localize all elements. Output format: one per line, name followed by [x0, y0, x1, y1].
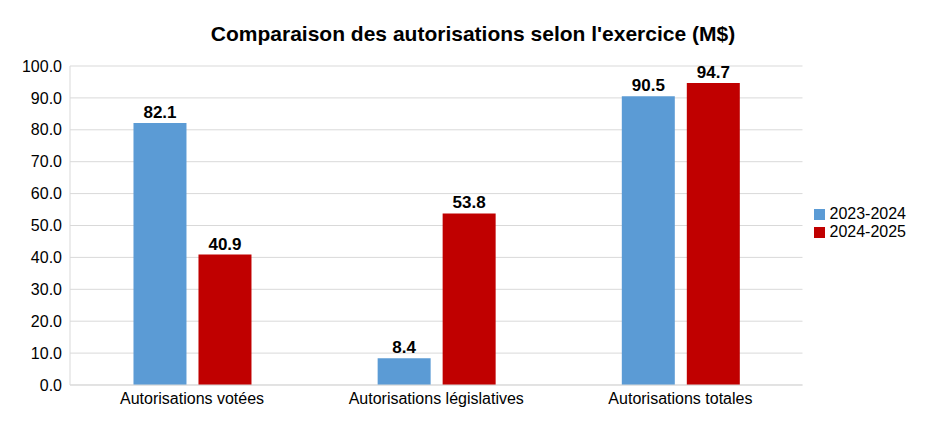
svg-text:90.0: 90.0	[31, 90, 62, 107]
html-text:2023-2024: 2023-2024	[829, 204, 906, 222]
svg-text:80.0: 80.0	[31, 121, 62, 138]
svg-text:70.0: 70.0	[31, 153, 62, 170]
svg-text:Autorisations totales: Autorisations totales	[608, 390, 752, 407]
svg-text:10.0: 10.0	[31, 345, 62, 362]
svg-text:50.0: 50.0	[31, 217, 62, 234]
svg-text:8.4: 8.4	[392, 338, 416, 357]
svg-text:94.7: 94.7	[697, 63, 730, 82]
svg-text:90.5: 90.5	[632, 76, 665, 95]
html-text:2024-2025: 2024-2025	[829, 222, 906, 240]
svg-text:0.0: 0.0	[40, 377, 62, 394]
svg-text:40.0: 40.0	[31, 249, 62, 266]
html-text:Comparaison des autorisations: Comparaison des autorisations selon l'ex…	[210, 22, 736, 45]
svg-text:53.8: 53.8	[453, 193, 486, 212]
svg-text:40.9: 40.9	[208, 235, 241, 254]
svg-text:20.0: 20.0	[31, 313, 62, 330]
svg-text:Autorisations votées: Autorisations votées	[120, 390, 264, 407]
svg-text:Autorisations législatives: Autorisations législatives	[349, 390, 524, 407]
svg-text:60.0: 60.0	[31, 185, 62, 202]
svg-text:100.0: 100.0	[22, 58, 62, 75]
svg-text:82.1: 82.1	[143, 103, 176, 122]
svg-text:30.0: 30.0	[31, 281, 62, 298]
